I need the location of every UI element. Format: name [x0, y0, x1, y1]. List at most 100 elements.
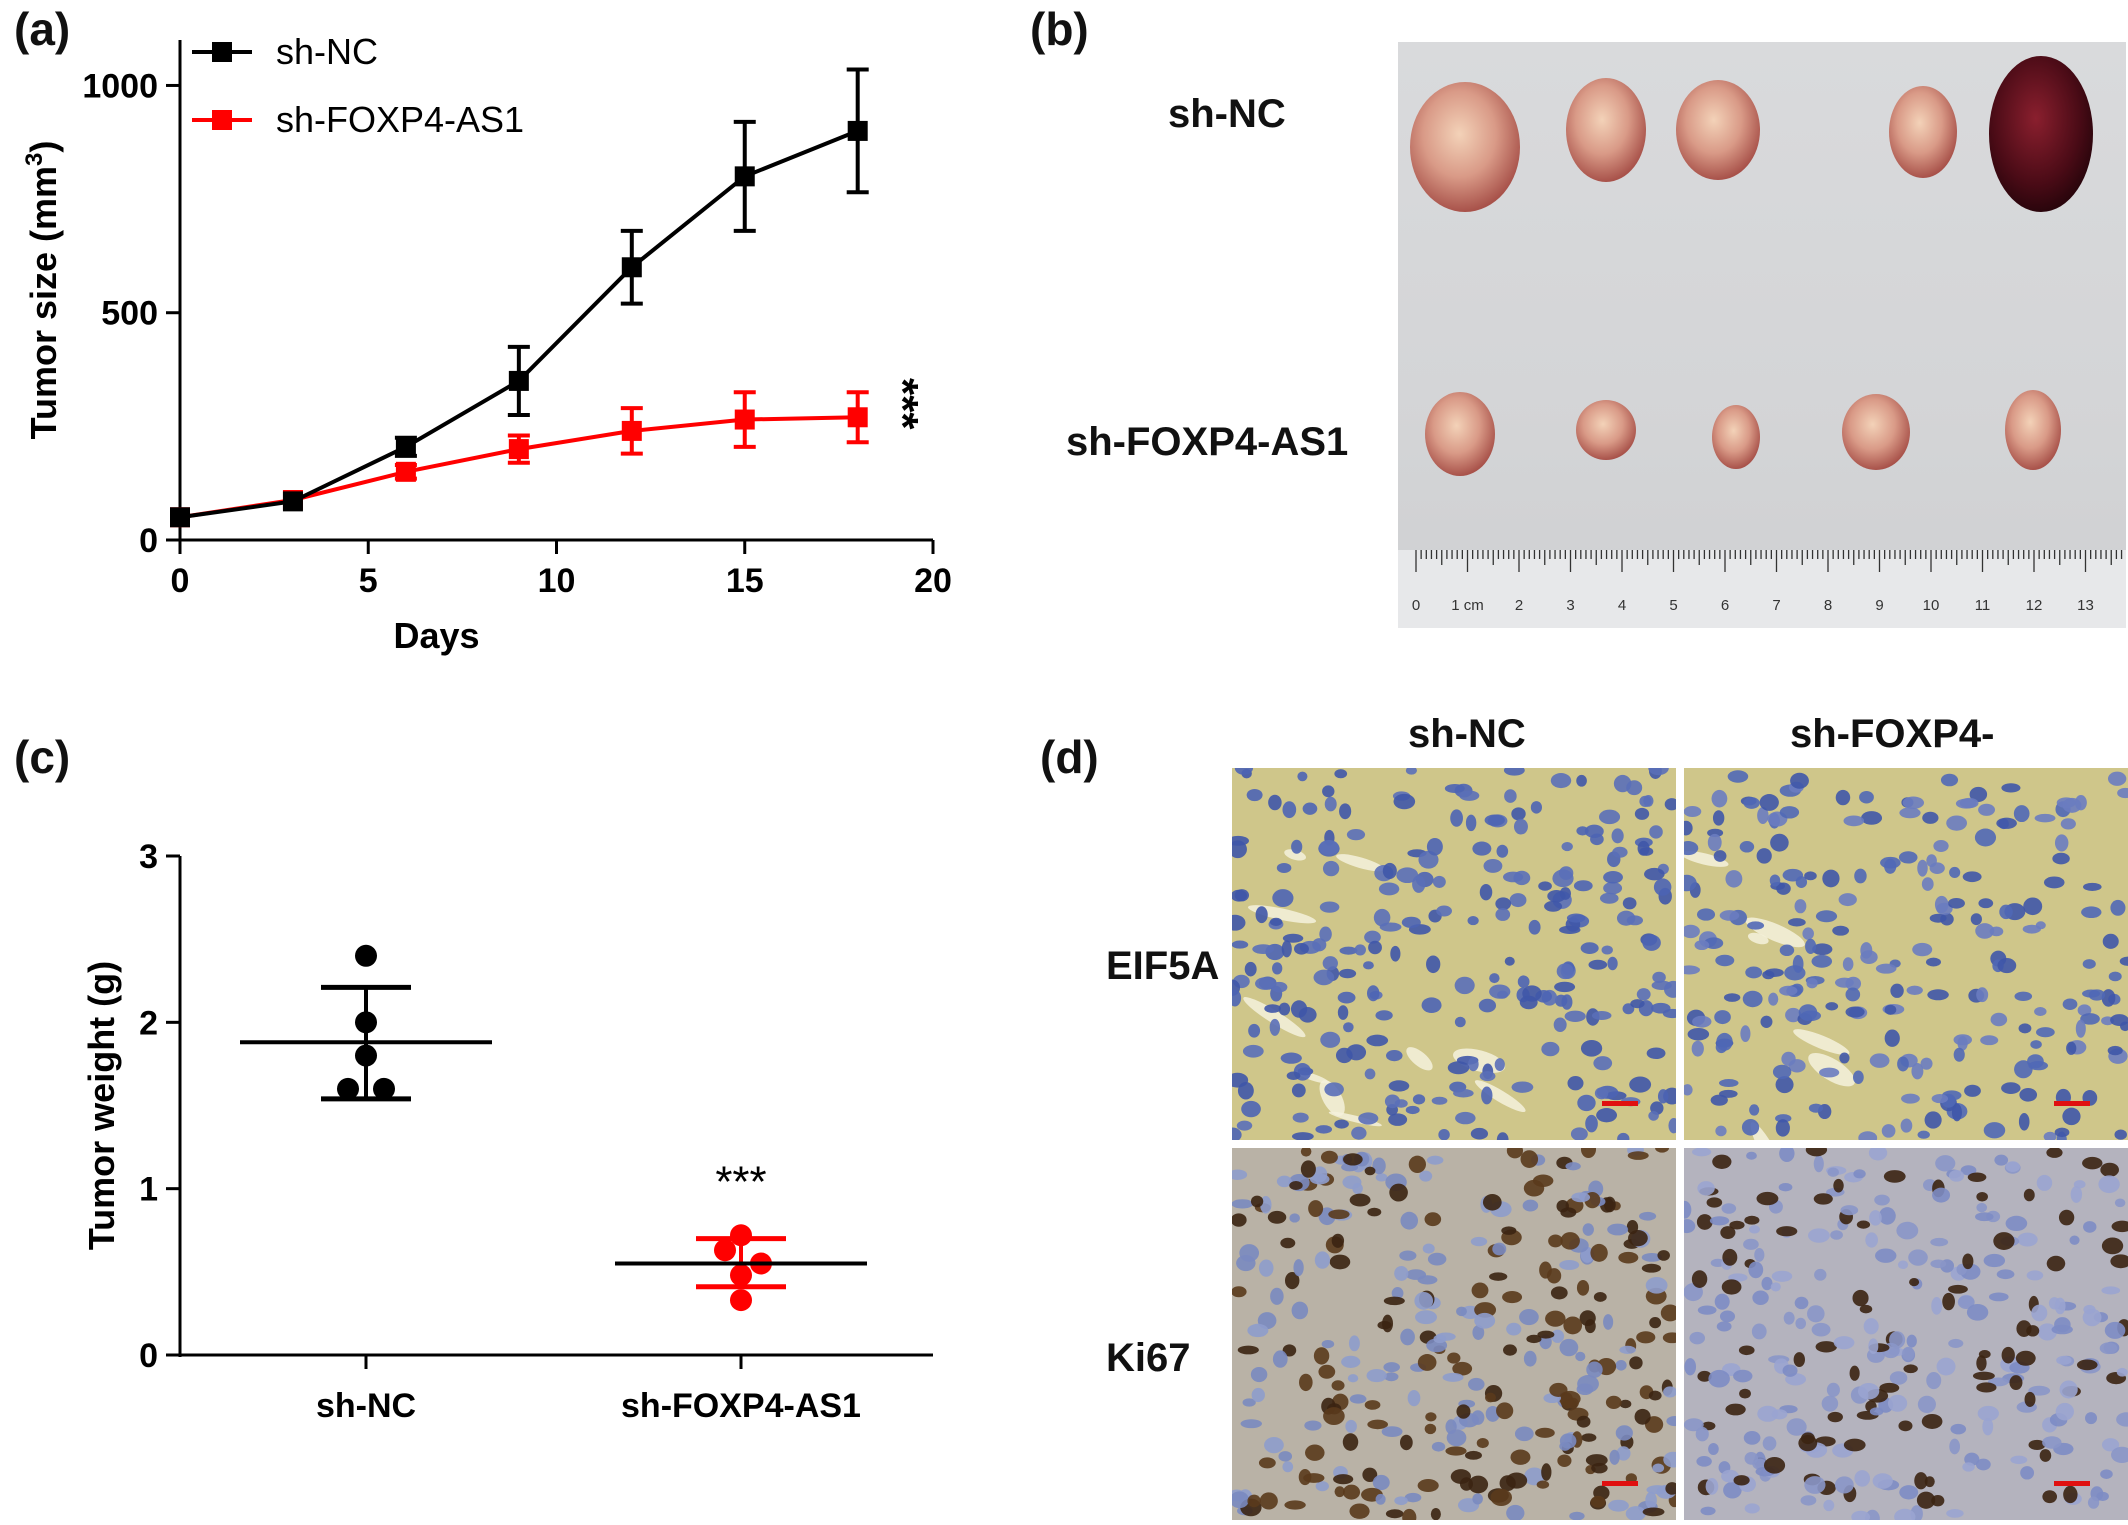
- cell-nucleus: [2082, 1156, 2103, 1170]
- stroma: [1747, 932, 1769, 945]
- ihc-ki67-sh-nc-cells: [1232, 1148, 1676, 1520]
- ihc-eif5a-sh-foxp4-cells: [1684, 770, 2128, 1140]
- panel-label-c: (c): [14, 731, 71, 783]
- cell-nucleus: [1878, 1207, 1896, 1225]
- cell-nucleus: [1798, 1004, 1818, 1021]
- data-point: [847, 120, 868, 141]
- cell-nucleus: [1474, 1302, 1497, 1318]
- cell-nucleus: [1426, 1155, 1444, 1165]
- ruler-labels: 0 1 cm 2 3 4 5 6 7 8 9 10 11 12 13: [1412, 597, 2094, 614]
- cell-nucleus: [1927, 989, 1949, 1001]
- cell-nucleus: [1581, 1433, 1597, 1442]
- cell-nucleus: [1268, 794, 1282, 811]
- cell-nucleus: [1917, 859, 1928, 877]
- cell-nucleus: [1313, 1347, 1330, 1365]
- cell-nucleus: [1557, 1454, 1572, 1468]
- cell-nucleus: [2046, 1255, 2066, 1272]
- cell-nucleus: [1394, 1265, 1409, 1281]
- cell-nucleus: [2116, 1367, 2128, 1377]
- cell-nucleus: [1319, 901, 1340, 913]
- y-tick-label: 1000: [82, 67, 158, 105]
- cell-nucleus: [1811, 1322, 1831, 1337]
- cell-nucleus: [1779, 1148, 1795, 1163]
- cell-nucleus: [1785, 1007, 1802, 1023]
- cell-nucleus: [2099, 1342, 2118, 1355]
- cell-nucleus: [1232, 940, 1249, 949]
- cell-nucleus: [1364, 1068, 1376, 1080]
- cell-nucleus: [2023, 1188, 2035, 1202]
- cell-nucleus: [1689, 1331, 1706, 1345]
- cell-nucleus: [1566, 913, 1586, 923]
- ruler-label: 5: [1669, 597, 1677, 614]
- cell-nucleus: [1830, 1230, 1843, 1240]
- cell-nucleus: [1424, 1423, 1437, 1435]
- cell-nucleus: [2010, 1455, 2028, 1465]
- cell-nucleus: [1806, 978, 1818, 989]
- cell-nucleus: [2014, 991, 2033, 1002]
- cell-nucleus: [1637, 840, 1650, 856]
- cell-nucleus: [1339, 803, 1352, 820]
- cell-nucleus: [1662, 1332, 1676, 1344]
- cell-nucleus: [2119, 956, 2128, 966]
- cell-nucleus: [1511, 1081, 1534, 1093]
- cell-nucleus: [1547, 889, 1566, 903]
- cell-nucleus: [1969, 786, 1988, 802]
- cell-nucleus: [2082, 882, 2102, 891]
- stroma: [1406, 1047, 1433, 1071]
- cell-nucleus: [1603, 871, 1623, 884]
- cell-nucleus: [1291, 1083, 1306, 1098]
- cell-nucleus: [1481, 1086, 1493, 1105]
- cell-nucleus: [1924, 1476, 1935, 1488]
- cell-nucleus: [1476, 1437, 1489, 1449]
- cell-nucleus: [1320, 1150, 1338, 1164]
- cell-nucleus: [1478, 998, 1497, 1013]
- cell-nucleus: [1716, 1032, 1733, 1051]
- cell-nucleus: [2017, 1232, 2038, 1247]
- data-point: [508, 439, 529, 460]
- ruler-label: 4: [1618, 597, 1626, 614]
- cell-nucleus: [1707, 833, 1722, 852]
- ruler-label: 8: [1824, 597, 1832, 614]
- cell-nucleus: [1955, 798, 1977, 809]
- cell-nucleus: [1280, 1237, 1296, 1249]
- cell-nucleus: [1524, 1467, 1545, 1486]
- cell-nucleus: [1511, 807, 1526, 821]
- cell-nucleus: [1400, 1211, 1419, 1230]
- cell-nucleus: [1485, 1392, 1496, 1403]
- cell-nucleus: [1972, 1371, 1995, 1381]
- cell-nucleus: [1743, 1238, 1759, 1250]
- cell-nucleus: [1431, 1096, 1448, 1105]
- cell-nucleus: [1495, 908, 1511, 921]
- cell-nucleus: [1764, 968, 1784, 977]
- cell-nucleus: [1567, 1076, 1584, 1091]
- cell-nucleus: [1452, 1361, 1473, 1376]
- cell-nucleus: [1804, 1476, 1826, 1494]
- cell-nucleus: [1315, 1481, 1329, 1492]
- cell-nucleus: [1289, 1181, 1303, 1190]
- cell-nucleus: [2087, 1496, 2100, 1509]
- cell-nucleus: [1580, 1039, 1603, 1057]
- data-point: [730, 1289, 752, 1312]
- cell-nucleus: [1691, 1040, 1704, 1057]
- cell-nucleus: [1883, 1170, 1906, 1183]
- cell-nucleus: [1560, 1392, 1574, 1409]
- cell-nucleus: [1931, 1093, 1949, 1104]
- cell-nucleus: [1362, 1467, 1378, 1482]
- cell-nucleus: [1342, 1484, 1361, 1500]
- cell-nucleus: [1298, 1468, 1312, 1486]
- cell-nucleus: [1926, 1372, 1942, 1390]
- cell-nucleus: [1756, 1191, 1779, 1206]
- cell-nucleus: [1422, 1243, 1435, 1254]
- cell-nucleus: [1412, 1094, 1426, 1105]
- cell-nucleus: [2018, 1112, 2030, 1131]
- cell-nucleus: [1706, 1197, 1723, 1208]
- cell-nucleus: [1834, 1476, 1854, 1494]
- y-tick-label: 2: [139, 1004, 158, 1042]
- cell-nucleus: [1812, 943, 1833, 956]
- cell-nucleus: [1634, 1408, 1651, 1425]
- cell-nucleus: [1358, 1112, 1379, 1125]
- cell-nucleus: [1264, 1004, 1282, 1013]
- cell-nucleus: [1385, 1509, 1404, 1519]
- cell-nucleus: [1639, 1211, 1657, 1221]
- cell-nucleus: [2028, 1385, 2051, 1396]
